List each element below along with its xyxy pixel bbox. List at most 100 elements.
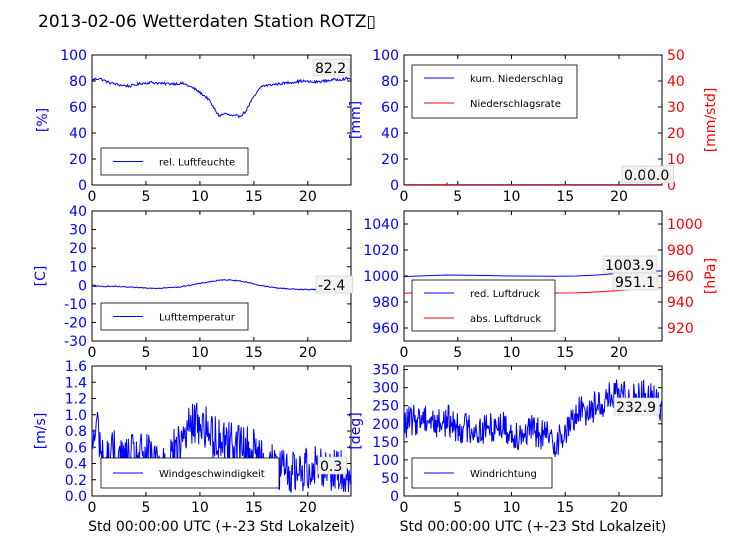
x-tick-label: 5 [453, 500, 462, 516]
y-axis-label: [deg] [348, 412, 364, 449]
y-tick-label: -20 [64, 315, 87, 331]
value-annotation-box [315, 275, 354, 294]
y-tick-label: 1.6 [65, 359, 87, 375]
value-annotation-text: 0.0 [624, 168, 646, 184]
y-tick-label: 980 [372, 295, 399, 311]
series-area [92, 76, 351, 119]
x-tick-label: 5 [453, 345, 462, 361]
legend: Windrichtung [411, 457, 553, 489]
value-annotation-right: 0.0 [644, 165, 674, 184]
value-annotation-text: 232.9 [616, 400, 656, 416]
x-axis-label: Std 00:00:00 UTC (+-23 Std Lokalzeit) [88, 519, 355, 535]
x-tick-label: 15 [245, 189, 263, 205]
panel-temperature: 0 5 10 15 20 -30 -20 -10 0 10 20 30 40 [C] Lufttempera… [33, 204, 354, 361]
legend: Windgeschwindigkeit [100, 457, 280, 489]
y-tick-label: 40 [69, 126, 87, 142]
panel-humidity: 0 5 10 15 20 0 20 40 60 80 100 [%] rel. Luftfeuchte 8… [35, 48, 352, 205]
y2-tick-label: 960 [667, 269, 694, 285]
y-tick-label: 20 [69, 241, 87, 257]
y-tick-label: 60 [69, 100, 87, 116]
x-axis-label: Std 00:00:00 UTC (+-23 Std Lokalzeit) [400, 519, 667, 535]
x-tick-label: 20 [299, 189, 317, 205]
y2-tick-label: 1000 [667, 217, 703, 233]
value-annotation-text: 0.3 [320, 459, 342, 475]
value-annotation-box [613, 397, 660, 416]
value-annotation-text: 1003.9 [605, 258, 654, 274]
x-tick-label: 20 [610, 500, 628, 516]
value-annotation-right-box [644, 165, 674, 184]
y-tick-label: 40 [69, 204, 87, 220]
x-tick-label: 20 [610, 189, 628, 205]
y-tick-label: 1.0 [65, 408, 87, 424]
x-tick-label: 0 [400, 189, 409, 205]
y-tick-label: -10 [64, 297, 87, 313]
plot-frame [91, 54, 352, 186]
x-tick-label: 20 [299, 500, 317, 516]
x-tick-label: 20 [299, 345, 317, 361]
legend-entry: abs. Luftdruck [470, 314, 541, 325]
y2-tick-label: 980 [667, 243, 694, 259]
legend-box [411, 279, 556, 332]
x-tick-label: 15 [556, 345, 574, 361]
legend-entry: Niederschlagsrate [470, 99, 561, 110]
y-tick-label: 200 [372, 417, 399, 433]
y2-axis-label: [hPa] [703, 258, 719, 294]
x-tick-label: 5 [141, 500, 150, 516]
legend-entry: Lufttemperatur [159, 313, 236, 324]
series-line-1 [92, 76, 351, 119]
y-tick-label: 250 [372, 399, 399, 415]
y-axis-label: [%] [35, 108, 51, 132]
y2-tick-label: 10 [667, 152, 685, 168]
value-annotation-right-text: 951.1 [615, 275, 655, 291]
legend: red. Luftdruck abs. Luftdruck [411, 279, 556, 332]
y2-tick-label: 30 [667, 100, 685, 116]
y-tick-label: 0.0 [65, 489, 87, 505]
y2-tick-label: 40 [667, 74, 685, 90]
panel-precip: 0 5 10 15 20 0 20 40 60 80 100 0 10 20 30 40 50 [mm] [mm/s… [348, 48, 719, 205]
x-tick-label: 10 [503, 500, 521, 516]
series-area [404, 181, 662, 185]
y-tick-label: 0.4 [65, 457, 87, 473]
y-tick-label: 1000 [363, 269, 399, 285]
x-tick-label: 10 [191, 189, 209, 205]
legend-entry: Windrichtung [470, 469, 537, 480]
y-tick-label: 100 [372, 48, 399, 64]
x-tick-label: 0 [88, 189, 97, 205]
y-tick-label: 60 [381, 100, 399, 116]
y-tick-label: 100 [372, 453, 399, 469]
legend-entry: kum. Niederschlag [470, 74, 563, 85]
y-axis-label: [C] [33, 266, 49, 287]
series-area [92, 278, 351, 291]
value-annotation-box [312, 58, 351, 77]
value-annotation: 82.2 [312, 58, 351, 77]
value-annotation-right: 951.1 [612, 272, 659, 291]
x-tick-label: 20 [610, 345, 628, 361]
y2-tick-label: 0 [667, 178, 676, 194]
series-line-1 [92, 278, 351, 291]
y-tick-label: 80 [381, 74, 399, 90]
legend-entry: red. Luftdruck [470, 289, 540, 300]
x-tick-label: 15 [556, 189, 574, 205]
y-tick-label: 0.2 [65, 473, 87, 489]
legend-entry: rel. Luftfeuchte [159, 158, 235, 169]
value-annotation: 232.9 [613, 397, 660, 416]
y2-tick-label: 20 [667, 126, 685, 142]
y-tick-label: 350 [372, 363, 399, 379]
value-annotation-box [317, 456, 347, 475]
value-annotation-right-box [612, 272, 659, 291]
legend-box [411, 457, 553, 489]
x-tick-label: 0 [400, 500, 409, 516]
x-tick-label: 15 [245, 500, 263, 516]
y-tick-label: 50 [381, 471, 399, 487]
y-tick-label: 0 [390, 178, 399, 194]
y2-axis-label: [mm/std] [703, 88, 719, 153]
x-tick-label: 10 [503, 345, 521, 361]
value-annotation-text: 82.2 [315, 61, 346, 77]
y2-tick-label: 940 [667, 295, 694, 311]
series-line-1 [404, 379, 662, 458]
legend: kum. Niederschlag Niederschlagsrate [411, 64, 578, 119]
x-tick-label: 10 [503, 189, 521, 205]
x-tick-label: 0 [88, 345, 97, 361]
series-area [404, 379, 662, 458]
